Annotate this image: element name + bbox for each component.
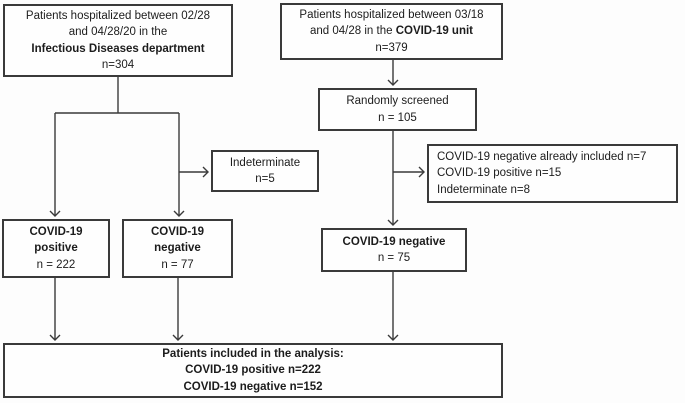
node-count: n = 77 bbox=[161, 258, 194, 271]
node-text-line: and 04/28 in the COVID-19 unit bbox=[282, 23, 501, 40]
node-text-line: COVID-19 positive n=222 bbox=[185, 364, 321, 377]
node-text-line: Indeterminate bbox=[229, 156, 301, 169]
node-covid-negative: COVID-19 negative n = 77 bbox=[122, 219, 233, 278]
node-text-line: Infectious Diseases department bbox=[31, 42, 205, 55]
node-text-fragment-bold: COVID-19 unit bbox=[395, 25, 473, 38]
node-infectious-dept: Patients hospitalized between 02/28 and … bbox=[3, 4, 233, 77]
node-count: n = 75 bbox=[377, 252, 411, 264]
node-text-line: negative bbox=[154, 242, 201, 255]
node-text-line: Randomly screened bbox=[346, 95, 449, 107]
node-covid-positive: COVID-19 positive n = 222 bbox=[2, 219, 110, 278]
node-text-fragment: and 04/28 in the bbox=[310, 25, 396, 38]
node-text-line: COVID-19 negative already included n=7 bbox=[437, 150, 647, 163]
node-text-line: and 04/28/20 in the bbox=[68, 26, 168, 38]
node-excluded-list: COVID-19 negative already included n=7 C… bbox=[427, 144, 678, 203]
node-text-line: Patients included in the analysis: bbox=[162, 347, 344, 360]
node-text-line: positive bbox=[34, 242, 78, 255]
node-count: n=379 bbox=[375, 41, 408, 54]
node-covid-unit: Patients hospitalized between 03/18 and … bbox=[280, 3, 503, 60]
node-text-line: Patients hospitalized between 03/18 bbox=[299, 8, 484, 21]
node-count: n=5 bbox=[255, 173, 275, 185]
node-covid-negative-75: COVID-19 negative n = 75 bbox=[321, 228, 467, 272]
node-text-line: COVID-19 bbox=[29, 225, 83, 238]
node-count: n=304 bbox=[101, 59, 135, 71]
node-text-line: COVID-19 positive n=15 bbox=[437, 167, 562, 180]
node-text-line: COVID-19 bbox=[150, 225, 205, 238]
node-indeterminate: Indeterminate n=5 bbox=[211, 150, 319, 192]
node-count: n = 222 bbox=[36, 258, 76, 271]
node-text-line: Indeterminate n=8 bbox=[437, 183, 531, 196]
node-text-line: COVID-19 negative bbox=[342, 235, 446, 248]
node-analysis: Patients included in the analysis: COVID… bbox=[3, 343, 503, 398]
node-randomly-screened: Randomly screened n = 105 bbox=[318, 88, 477, 131]
node-text-line: COVID-19 negative n=152 bbox=[183, 380, 323, 393]
node-count: n = 105 bbox=[378, 111, 417, 124]
node-text-line: Patients hospitalized between 02/28 bbox=[25, 9, 211, 22]
